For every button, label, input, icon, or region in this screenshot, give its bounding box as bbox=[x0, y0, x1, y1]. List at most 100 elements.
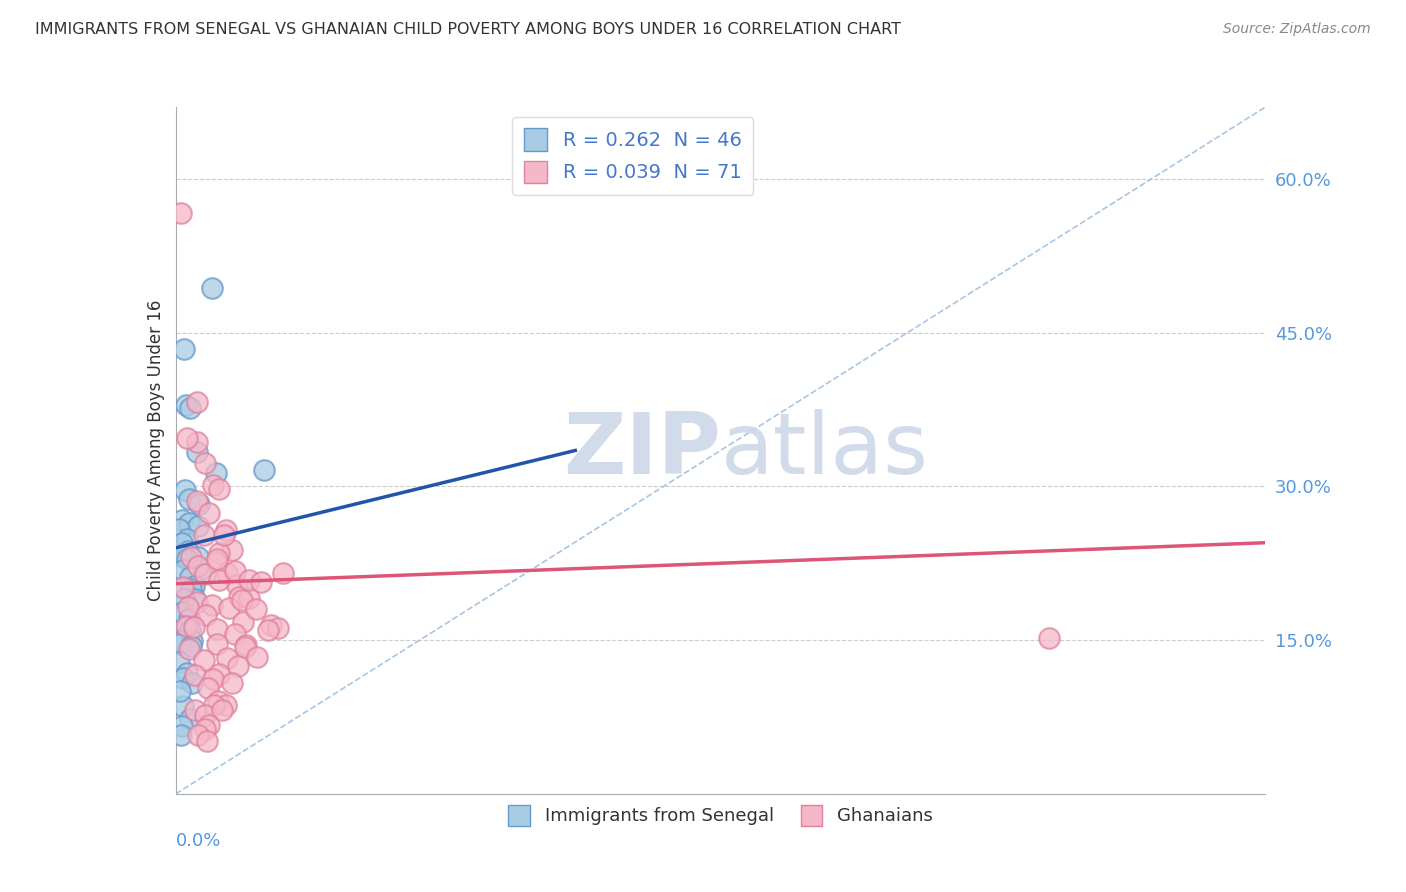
Point bbox=[202, 673, 225, 687]
Point bbox=[207, 694, 229, 708]
Point bbox=[235, 638, 257, 652]
Point bbox=[224, 564, 246, 578]
Point bbox=[170, 513, 193, 527]
Point bbox=[187, 497, 209, 511]
Point bbox=[176, 532, 198, 546]
Point bbox=[172, 605, 194, 619]
Point bbox=[170, 634, 193, 648]
Point bbox=[238, 591, 260, 605]
Point bbox=[201, 281, 224, 295]
Point bbox=[217, 566, 239, 581]
Point bbox=[179, 712, 201, 726]
Point bbox=[201, 478, 224, 492]
Text: ZIP: ZIP bbox=[562, 409, 721, 492]
Point bbox=[180, 549, 202, 564]
Point bbox=[180, 639, 202, 653]
Point bbox=[177, 610, 200, 624]
Point bbox=[172, 719, 194, 733]
Point bbox=[215, 651, 238, 665]
Point bbox=[170, 581, 193, 595]
Point bbox=[215, 698, 238, 712]
Point bbox=[172, 671, 194, 685]
Point bbox=[180, 676, 202, 690]
Point bbox=[211, 703, 233, 717]
Point bbox=[231, 592, 253, 607]
Point bbox=[190, 561, 212, 575]
Point bbox=[215, 523, 238, 537]
Point bbox=[177, 642, 200, 657]
Point bbox=[181, 633, 204, 648]
Point bbox=[197, 681, 219, 695]
Point bbox=[176, 618, 198, 632]
Point bbox=[170, 549, 193, 563]
Point bbox=[169, 684, 191, 698]
Point bbox=[176, 666, 198, 681]
Point bbox=[183, 620, 205, 634]
Point bbox=[179, 570, 201, 584]
Point bbox=[180, 582, 202, 597]
Point bbox=[207, 623, 229, 637]
Point bbox=[232, 615, 254, 630]
Point bbox=[194, 456, 217, 470]
Point bbox=[183, 579, 205, 593]
Point bbox=[187, 519, 209, 533]
Point bbox=[205, 552, 228, 566]
Point bbox=[218, 601, 240, 615]
Point bbox=[186, 434, 208, 449]
Point bbox=[208, 667, 231, 681]
Point bbox=[176, 552, 198, 566]
Point bbox=[186, 595, 208, 609]
Point bbox=[174, 619, 197, 633]
Point bbox=[1038, 632, 1060, 646]
Text: Source: ZipAtlas.com: Source: ZipAtlas.com bbox=[1223, 22, 1371, 37]
Point bbox=[173, 483, 195, 497]
Point bbox=[205, 637, 228, 651]
Point bbox=[221, 543, 243, 558]
Point bbox=[184, 592, 207, 607]
Point bbox=[204, 466, 226, 480]
Point bbox=[197, 718, 219, 732]
Point bbox=[187, 558, 209, 573]
Point bbox=[256, 623, 278, 637]
Point bbox=[194, 567, 217, 582]
Text: atlas: atlas bbox=[721, 409, 928, 492]
Point bbox=[208, 574, 231, 588]
Point bbox=[238, 573, 260, 587]
Point bbox=[226, 658, 249, 673]
Point bbox=[186, 494, 208, 508]
Point bbox=[176, 431, 198, 445]
Point bbox=[167, 655, 190, 669]
Point bbox=[198, 506, 221, 520]
Point bbox=[177, 612, 200, 626]
Point bbox=[194, 722, 217, 736]
Point bbox=[186, 444, 208, 458]
Point bbox=[195, 607, 218, 622]
Point bbox=[208, 482, 231, 496]
Y-axis label: Child Poverty Among Boys Under 16: Child Poverty Among Boys Under 16 bbox=[146, 300, 165, 601]
Point bbox=[221, 676, 243, 690]
Point bbox=[208, 546, 231, 560]
Point bbox=[250, 574, 273, 589]
Point bbox=[193, 653, 215, 667]
Point bbox=[172, 698, 194, 713]
Point bbox=[179, 623, 201, 637]
Point bbox=[179, 516, 201, 531]
Point bbox=[194, 708, 217, 723]
Point bbox=[172, 563, 194, 577]
Point bbox=[170, 536, 193, 550]
Point bbox=[179, 491, 201, 506]
Point bbox=[202, 698, 225, 713]
Point bbox=[179, 401, 201, 416]
Point bbox=[172, 580, 194, 594]
Point bbox=[177, 600, 200, 615]
Point bbox=[186, 395, 208, 409]
Point bbox=[170, 727, 193, 741]
Point bbox=[173, 343, 195, 357]
Point bbox=[176, 398, 198, 412]
Text: IMMIGRANTS FROM SENEGAL VS GHANAIAN CHILD POVERTY AMONG BOYS UNDER 16 CORRELATIO: IMMIGRANTS FROM SENEGAL VS GHANAIAN CHIL… bbox=[35, 22, 901, 37]
Point bbox=[212, 528, 235, 542]
Point bbox=[267, 621, 290, 635]
Point bbox=[205, 555, 228, 569]
Point bbox=[246, 650, 269, 665]
Point bbox=[193, 528, 215, 542]
